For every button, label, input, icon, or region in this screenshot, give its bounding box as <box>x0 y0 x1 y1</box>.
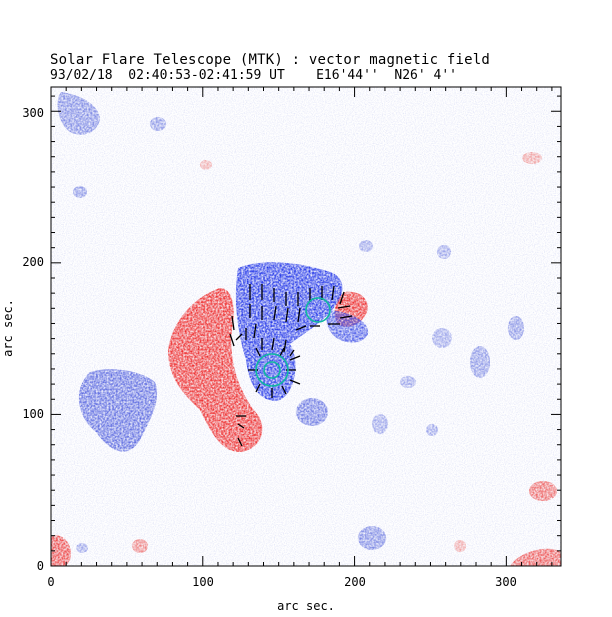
teal-circle-marker <box>263 361 281 379</box>
field-vector <box>297 307 301 323</box>
field-vector <box>273 305 277 321</box>
blue-flux-bottom <box>358 526 386 550</box>
y-tick-label: 300 <box>22 106 44 120</box>
red-flux-corner-sw <box>51 535 71 566</box>
y-tick-labels: 0 100 200 300 <box>22 106 44 573</box>
x-tick-labels: 0 100 200 300 <box>47 575 516 589</box>
field-vector <box>229 333 235 347</box>
teal-circle-marker <box>305 297 331 323</box>
transverse-field-vectors <box>229 284 353 447</box>
blue-flux-east-2 <box>508 316 524 340</box>
red-flux-corner-se <box>510 548 561 566</box>
chart-title: Solar Flare Telescope (MTK) : vector mag… <box>50 52 491 68</box>
field-vector <box>337 305 351 309</box>
chart-subtitle: 93/02/18 02:40:53-02:41:59 UT E16'44'' N… <box>50 68 457 83</box>
red-flux-se <box>529 481 557 501</box>
field-vector <box>271 337 275 351</box>
y-tick-label: 200 <box>22 255 44 269</box>
field-vector <box>289 355 301 361</box>
field-vector <box>281 385 287 395</box>
blue-flux-east-3 <box>432 328 452 348</box>
y-tick-label: 100 <box>22 407 44 421</box>
blue-flux-small-6 <box>76 543 88 553</box>
x-tick-label: 100 <box>192 575 214 589</box>
x-tick-label: 0 <box>47 575 54 589</box>
field-vector <box>255 347 261 357</box>
field-vector <box>231 315 235 331</box>
red-flux-ne <box>522 152 542 164</box>
blue-flux-west <box>78 369 158 452</box>
x-axis-label: arc sec. <box>277 599 335 613</box>
x-tick-label: 300 <box>495 575 517 589</box>
red-flux-small <box>132 539 148 553</box>
blue-flux-east-arm <box>326 310 369 343</box>
field-vector <box>253 323 257 339</box>
plot-frame <box>50 86 562 567</box>
axis-ticks <box>50 87 561 567</box>
negative-polarity-regions <box>57 92 524 553</box>
blue-flux-small-2 <box>437 245 451 259</box>
field-vector <box>285 307 289 323</box>
red-flux-bottom <box>454 540 466 552</box>
field-vector <box>237 423 245 429</box>
field-vector <box>235 333 243 341</box>
blue-flux-small-5 <box>359 240 373 252</box>
field-vector <box>289 349 295 357</box>
blue-flux-small-1 <box>73 186 87 198</box>
field-vector <box>339 291 345 305</box>
field-vector <box>331 285 335 301</box>
field-vector <box>283 339 287 353</box>
blue-flux-east-1 <box>470 346 490 378</box>
field-vector <box>339 315 353 319</box>
blue-flux-small-3 <box>400 376 416 388</box>
blue-flux-top <box>150 117 166 131</box>
teal-circle-marker <box>255 353 289 387</box>
field-vector <box>255 383 261 393</box>
y-axis-label: arc sec. <box>1 299 15 357</box>
field-vector <box>237 437 243 447</box>
red-flux-tiny <box>200 160 212 170</box>
y-tick-label: 0 <box>37 559 44 573</box>
blue-flux-small-4 <box>426 424 438 436</box>
blue-flux-nw <box>57 92 100 135</box>
field-vector <box>279 347 285 357</box>
field-vector <box>289 379 301 385</box>
blue-flux-mid <box>372 414 388 434</box>
sunspot-markers <box>255 297 331 387</box>
red-flux-main <box>168 288 263 452</box>
x-tick-label: 200 <box>344 575 366 589</box>
field-vector <box>295 325 307 331</box>
blue-flux-south <box>296 398 328 426</box>
